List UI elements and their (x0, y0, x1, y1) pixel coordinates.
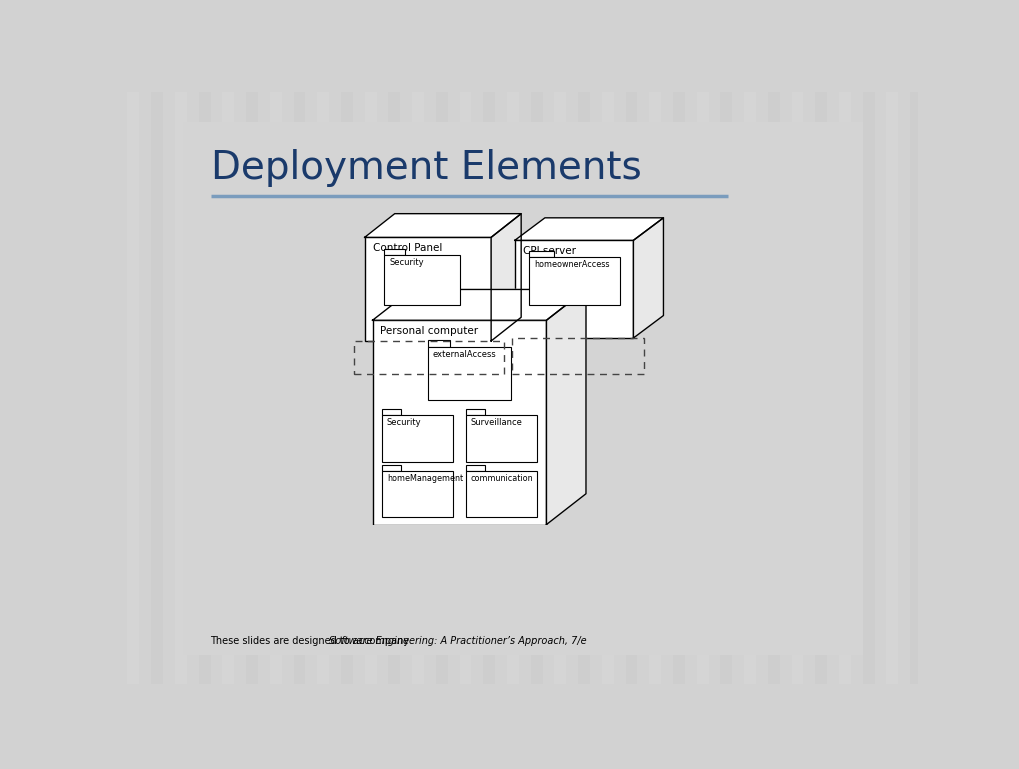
Bar (384, 248, 405, 255)
Bar (466, 471, 536, 518)
Polygon shape (546, 289, 586, 524)
Bar (696, 92, 708, 684)
Bar (340, 92, 353, 684)
Bar (512, 338, 644, 374)
Polygon shape (515, 218, 662, 240)
Bar (382, 465, 400, 471)
Bar (459, 92, 471, 684)
Bar (199, 92, 210, 684)
Bar (673, 92, 684, 684)
Bar (909, 92, 921, 684)
Text: Surveillance: Surveillance (470, 418, 522, 427)
Bar (529, 257, 620, 305)
Polygon shape (491, 214, 521, 341)
Bar (466, 465, 485, 471)
Text: Personal computer: Personal computer (380, 326, 478, 336)
Bar (529, 251, 553, 257)
Bar (886, 92, 898, 684)
Text: Deployment Elements: Deployment Elements (210, 148, 641, 187)
Polygon shape (633, 218, 662, 338)
Bar (506, 92, 519, 684)
Text: Security: Security (389, 258, 423, 267)
Bar (719, 92, 732, 684)
Bar (601, 92, 613, 684)
Bar (435, 92, 447, 684)
Text: homeownerAccess: homeownerAccess (533, 260, 608, 269)
Bar (365, 238, 491, 341)
Text: Security: Security (386, 418, 421, 427)
Text: These slides are designed to accompany: These slides are designed to accompany (210, 636, 413, 646)
Bar (466, 409, 485, 415)
Bar (530, 92, 542, 684)
Bar (365, 92, 376, 684)
Bar (625, 92, 637, 684)
Bar (382, 415, 452, 462)
Bar (365, 524, 554, 549)
Bar (428, 340, 449, 347)
Bar (466, 415, 536, 462)
Bar (814, 92, 826, 684)
Polygon shape (365, 214, 521, 238)
Bar (388, 92, 399, 684)
Bar (317, 92, 329, 684)
Bar (269, 92, 281, 684)
Bar (483, 92, 494, 684)
Text: externalAccess: externalAccess (432, 350, 496, 359)
Bar (246, 92, 258, 684)
Bar (839, 92, 850, 684)
Text: Control Panel: Control Panel (372, 243, 441, 253)
Bar (151, 92, 163, 684)
Bar (554, 92, 566, 684)
Bar (382, 409, 400, 415)
Polygon shape (372, 289, 586, 320)
Bar (791, 92, 803, 684)
Bar (744, 92, 755, 684)
Bar (412, 92, 424, 684)
Bar (222, 92, 234, 684)
Bar (175, 92, 186, 684)
Text: Software Engineering: A Practitioner’s Approach, 7/e: Software Engineering: A Practitioner’s A… (329, 636, 586, 646)
Bar (767, 92, 779, 684)
Bar (384, 255, 460, 305)
Bar (428, 347, 511, 400)
Bar (293, 92, 305, 684)
Bar (382, 471, 452, 518)
Bar (578, 92, 589, 684)
Bar (649, 92, 660, 684)
Text: homeManagement: homeManagement (386, 474, 463, 483)
Bar (515, 240, 633, 338)
Bar (354, 341, 503, 374)
Bar (862, 92, 873, 684)
Bar (182, 122, 862, 655)
Bar (127, 92, 140, 684)
Bar (372, 320, 546, 524)
Text: communication: communication (470, 474, 533, 483)
Text: CPI server: CPI server (522, 246, 575, 256)
